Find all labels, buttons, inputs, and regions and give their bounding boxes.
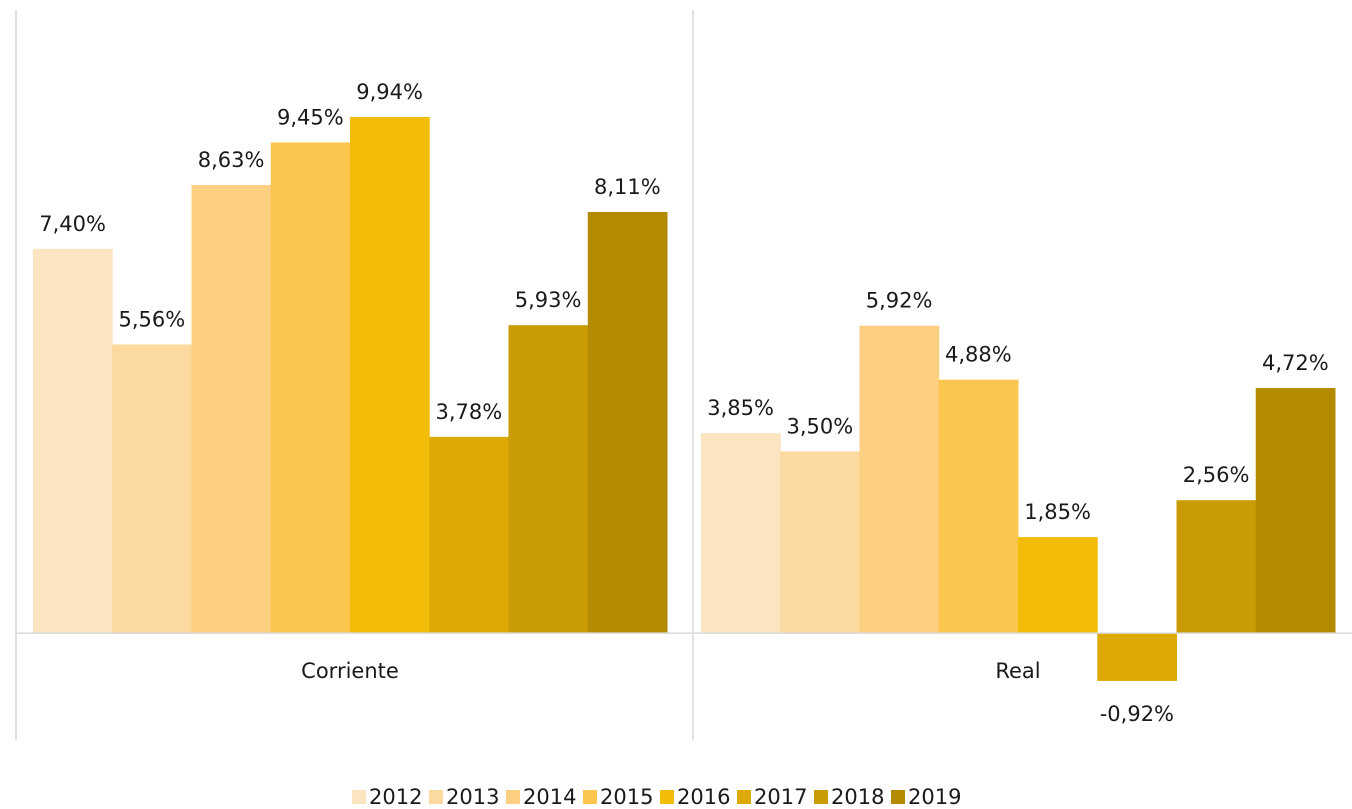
bar [191,184,272,634]
legend-label: 2019 [908,785,961,809]
legend-swatch [583,790,597,804]
x-tick-label: Real [995,659,1040,683]
value-label: 7,40% [39,212,106,236]
value-label: 3,85% [707,396,774,420]
value-label: 4,72% [1262,351,1329,375]
bar [780,451,860,634]
bar [859,325,940,634]
bar [587,212,668,634]
value-label: 5,93% [515,288,582,312]
legend-swatch [429,790,443,804]
legend-swatch [891,790,905,804]
bar [508,325,589,634]
bar [1018,537,1098,634]
legend-label: 2017 [754,785,807,809]
bar [1097,633,1177,681]
legend-label: 2018 [831,785,884,809]
legend-label: 2014 [523,785,576,809]
bar [1255,388,1336,634]
legend-swatch [506,790,520,804]
value-label: 2,56% [1183,463,1250,487]
bar [701,433,781,634]
bar [270,142,351,634]
legend-label: 2013 [446,785,499,809]
legend-label: 2015 [600,785,653,809]
legend-swatch [814,790,828,804]
bar [33,248,113,634]
bar [938,379,1019,634]
x-tick-label: Corriente [301,659,399,683]
bar [350,116,430,634]
value-label: 5,56% [119,307,186,331]
value-label: 8,63% [198,148,265,172]
value-label: 3,50% [787,414,854,438]
value-label: 9,45% [277,105,344,129]
legend-swatch [352,790,366,804]
value-label: 9,94% [356,80,423,104]
value-label: 1,85% [1024,500,1091,524]
legend-label: 2016 [677,785,730,809]
value-label: 5,92% [866,289,933,313]
value-label: 4,88% [945,343,1012,367]
bar [429,436,509,634]
value-label: 8,11% [594,175,661,199]
legend-swatch [660,790,674,804]
value-label: -0,92% [1100,702,1174,726]
legend-swatch [737,790,751,804]
bar [112,344,192,634]
bar [1176,500,1257,634]
legend-label: 2012 [369,785,422,809]
value-label: 3,78% [436,400,503,424]
